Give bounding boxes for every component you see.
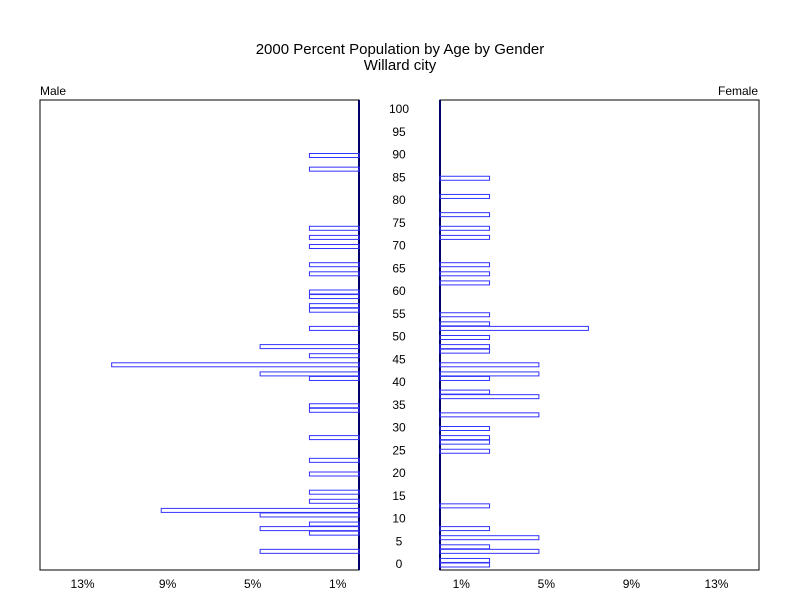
bar (439, 426, 491, 431)
y-tick-label: 80 (392, 193, 406, 207)
bar (308, 521, 360, 527)
y-tick-label: 0 (396, 557, 403, 571)
y-tick-label: 85 (392, 170, 406, 184)
bar (439, 371, 540, 377)
bar (439, 503, 491, 509)
x-tick-label: 9% (159, 577, 177, 591)
bar (439, 225, 491, 231)
bar (259, 548, 360, 554)
bar (308, 271, 360, 277)
bar (308, 307, 360, 313)
y-tick-label: 20 (392, 466, 406, 480)
bar (439, 544, 491, 550)
y-tick-label: 60 (392, 284, 406, 298)
bar (439, 562, 491, 568)
chart-title: 2000 Percent Population by Age by Gender (256, 41, 545, 58)
chart-subtitle: Willard city (364, 57, 437, 74)
bar (439, 435, 491, 441)
bar (439, 548, 540, 554)
bar (308, 471, 360, 477)
bar (308, 262, 360, 268)
bar (308, 530, 360, 536)
bar (308, 435, 360, 441)
bar (160, 507, 360, 513)
bar (439, 375, 491, 381)
bar (259, 371, 360, 377)
bar (439, 389, 491, 395)
bar (308, 166, 360, 172)
bar (439, 344, 491, 350)
bar (308, 407, 360, 413)
y-tick-label: 5 (396, 534, 403, 548)
y-tick-label: 70 (392, 239, 406, 253)
x-tick-label: 5% (244, 577, 262, 591)
x-tick-label: 1% (453, 577, 471, 591)
y-tick-label: 40 (392, 375, 406, 389)
y-tick-label: 50 (392, 330, 406, 344)
panel-label: Female (718, 84, 758, 98)
x-tick-label: 5% (538, 577, 556, 591)
y-tick-label: 100 (389, 102, 409, 116)
bar (308, 289, 360, 295)
bar (308, 353, 360, 359)
bar (111, 362, 360, 368)
bar (439, 175, 491, 181)
bar (439, 321, 491, 327)
bar (308, 457, 360, 463)
bar (308, 303, 360, 309)
bar (439, 280, 491, 286)
x-tick-label: 9% (623, 577, 641, 591)
bar (308, 234, 360, 240)
y-tick-label: 95 (392, 125, 406, 139)
bar (439, 439, 491, 445)
bar (439, 362, 540, 368)
bar (259, 344, 360, 350)
y-tick-label: 15 (392, 489, 406, 503)
bar (439, 193, 491, 199)
y-tick-label: 90 (392, 148, 406, 162)
bar (439, 335, 491, 340)
bar (439, 412, 540, 418)
bar (308, 325, 360, 331)
y-tick-label: 10 (392, 512, 406, 526)
bar (308, 489, 360, 495)
bar (259, 526, 360, 532)
bar (259, 512, 360, 518)
bar (439, 262, 491, 268)
y-tick-label: 75 (392, 216, 406, 230)
y-tick-label: 45 (392, 352, 406, 366)
y-tick-label: 55 (392, 307, 406, 321)
bar (308, 153, 360, 158)
bar (439, 312, 491, 318)
x-tick-label: 1% (329, 577, 347, 591)
bar (308, 244, 360, 249)
bar (439, 234, 491, 240)
bar (439, 557, 491, 563)
bar (308, 225, 360, 231)
bar (439, 348, 491, 354)
bar (439, 212, 491, 218)
panel-label: Male (40, 84, 66, 98)
bar (439, 535, 540, 541)
x-tick-label: 13% (704, 577, 728, 591)
bar (308, 498, 360, 504)
bar (308, 375, 360, 381)
bar (308, 294, 360, 300)
bar (439, 448, 491, 454)
bar (439, 271, 491, 277)
bar (439, 526, 491, 532)
y-tick-label: 30 (392, 421, 406, 435)
bar (439, 394, 540, 400)
y-tick-label: 25 (392, 443, 406, 457)
y-tick-label: 65 (392, 261, 406, 275)
bar (308, 403, 360, 409)
y-tick-label: 35 (392, 398, 406, 412)
bar (439, 325, 589, 331)
x-tick-label: 13% (71, 577, 95, 591)
